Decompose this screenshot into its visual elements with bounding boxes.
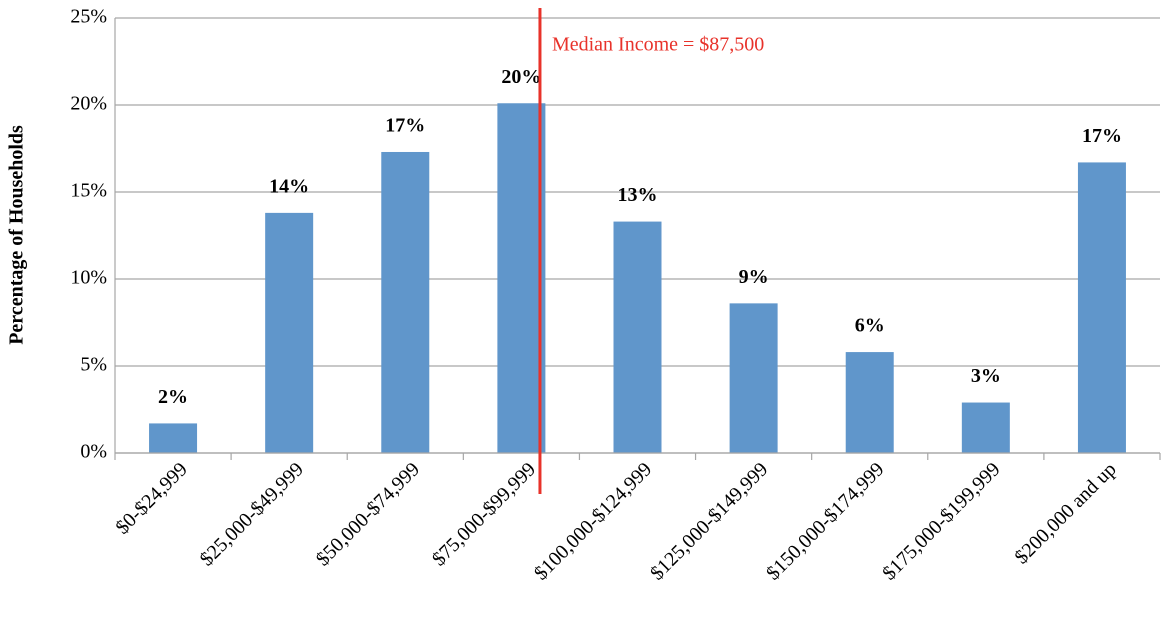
bar (265, 212, 314, 453)
x-tick-label: $100,000-$124,999 (530, 458, 656, 584)
value-label: 13% (618, 184, 658, 206)
value-label: 2% (158, 386, 188, 408)
x-tick-label: $25,000-$49,999 (196, 458, 308, 570)
x-tick-label: $200,000 and up (1010, 458, 1120, 568)
bar (729, 303, 778, 453)
y-tick-label: 20% (70, 93, 107, 115)
x-tick-label: $50,000-$74,999 (312, 458, 424, 570)
value-label: 3% (971, 365, 1001, 387)
x-tick-label: $125,000-$149,999 (646, 458, 772, 584)
value-label: 6% (855, 315, 885, 337)
value-label: 14% (269, 175, 309, 197)
y-axis-label: Percentage of Households (6, 125, 28, 345)
y-tick-label: 15% (70, 180, 107, 202)
bar (845, 352, 894, 453)
value-label: 17% (1082, 125, 1122, 147)
x-tick-label: $0-$24,999 (111, 458, 191, 538)
y-tick-label: 10% (70, 267, 107, 289)
bar (149, 423, 198, 453)
x-tick-label: $75,000-$99,999 (428, 458, 540, 570)
bar (497, 103, 546, 453)
bar (613, 221, 662, 453)
x-tick-label: $150,000-$174,999 (762, 458, 888, 584)
x-tick-label: $175,000-$199,999 (878, 458, 1004, 584)
value-label: 17% (385, 115, 425, 137)
value-label: 20% (501, 66, 541, 88)
bar (961, 402, 1010, 453)
bar (1077, 162, 1126, 454)
y-tick-label: 5% (80, 354, 107, 376)
y-tick-label: 25% (70, 6, 107, 28)
value-label: 9% (739, 266, 769, 288)
median-annotation: Median Income = $87,500 (552, 34, 764, 56)
y-tick-label: 0% (80, 441, 107, 463)
bar (381, 151, 430, 454)
